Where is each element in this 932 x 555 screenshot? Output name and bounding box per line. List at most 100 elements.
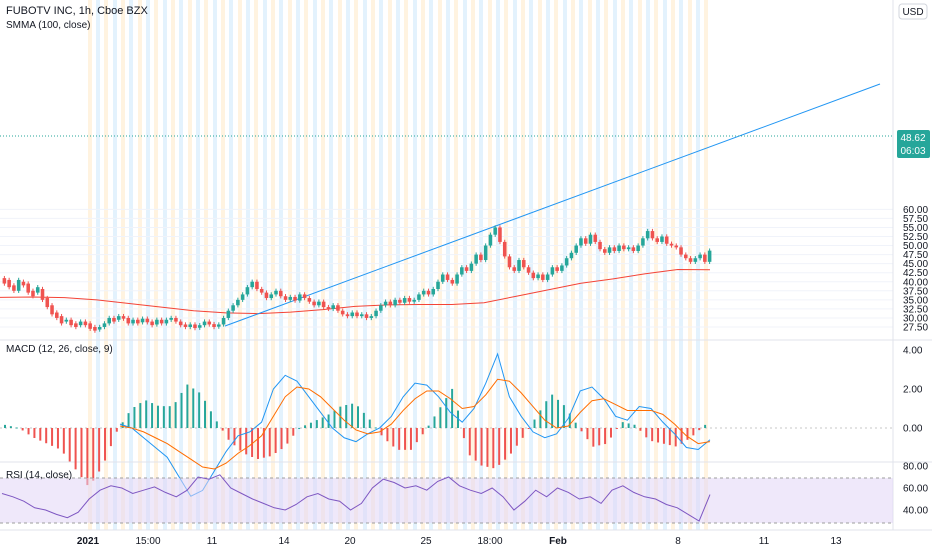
session-stripe (329, 0, 333, 530)
macd-histogram-bar (568, 413, 571, 428)
candle (631, 247, 636, 251)
candle (236, 299, 240, 306)
grid (0, 208, 893, 328)
candle (283, 296, 288, 300)
rsi-line (1, 474, 711, 522)
time-axis[interactable]: 2021 15:00 11 14 20 25 18:00 Feb 8 11 13 (77, 536, 842, 547)
macd-histogram-bar (68, 428, 71, 462)
candle (74, 323, 78, 327)
session-stripe (296, 0, 300, 530)
macd-histogram-bar (404, 428, 407, 450)
macd-histogram-bar (368, 419, 371, 428)
session-stripe (171, 0, 175, 530)
trendline[interactable] (224, 83, 881, 327)
macd-histogram-bar (509, 428, 512, 454)
candle (379, 305, 383, 311)
candle (116, 316, 121, 320)
macd-histogram-bar (551, 394, 554, 428)
session-stripe (96, 0, 100, 530)
macd-histogram-bar (580, 428, 583, 432)
candle (140, 318, 145, 323)
price-tick-label: 27.50 (903, 323, 928, 334)
session-stripe (496, 0, 500, 530)
candle (274, 290, 278, 295)
candle (583, 238, 588, 244)
macd-histogram-bar (451, 388, 454, 428)
candle (393, 299, 397, 306)
candle (312, 301, 316, 306)
candle (364, 314, 369, 318)
macd-histogram-bar (204, 400, 207, 428)
macd-histogram-bar (386, 428, 389, 442)
macd-histogram-bar (333, 410, 336, 428)
macd-histogram-bar (39, 428, 42, 441)
macd-lines (119, 352, 711, 497)
macd-histogram-bar (304, 425, 307, 428)
session-stripe (529, 0, 533, 530)
session-stripe (696, 0, 700, 530)
rsi-legend[interactable]: RSI (14, close) (6, 470, 72, 481)
currency-badge[interactable]: USD (902, 7, 923, 18)
candle (450, 279, 455, 284)
candle (35, 287, 40, 293)
candle (178, 321, 183, 326)
time-tick-label: 20 (344, 536, 356, 547)
macd-histogram-bar (533, 419, 536, 428)
price-tick-label: 52.50 (903, 232, 928, 243)
session-stripe (321, 0, 325, 530)
candle (107, 317, 111, 324)
candle (302, 294, 307, 299)
time-tick-label: 11 (759, 536, 770, 547)
session-stripe (196, 0, 200, 530)
rsi-series (1, 474, 711, 522)
session-stripe (288, 0, 292, 530)
session-stripe (604, 0, 608, 530)
session-stripe (338, 0, 342, 530)
macd-histogram-bar (315, 420, 318, 428)
price-axis[interactable]: 27.5030.0032.5035.0037.5040.0042.5045.00… (903, 205, 928, 334)
session-stripe (146, 0, 150, 530)
smma-legend[interactable]: SMMA (100, close) (6, 20, 90, 31)
macd-histogram-bar (74, 428, 77, 470)
session-stripe (213, 0, 217, 530)
macd-histogram-bar (692, 428, 695, 436)
candle (217, 324, 221, 327)
currency-badge-box[interactable] (898, 3, 928, 20)
candle (426, 290, 431, 295)
macd-histogram-bar (174, 402, 177, 428)
session-stripe (454, 0, 458, 530)
macd-histogram (4, 384, 707, 486)
session-stripe (246, 0, 250, 530)
candle (326, 307, 331, 309)
candle (221, 317, 226, 325)
candle (202, 321, 207, 326)
macd-tick-label: 0.00 (903, 424, 923, 435)
session-stripe (588, 0, 592, 530)
rsi-axis[interactable]: 80.00 60.00 40.00 (903, 462, 928, 517)
candle (174, 317, 178, 322)
macd-axis[interactable]: 4.00 2.00 0.00 (903, 346, 923, 435)
candle (698, 254, 702, 259)
macd-legend[interactable]: MACD (12, 26, close, 9) (6, 344, 113, 355)
price-tick-label: 47.50 (903, 250, 928, 261)
macd-histogram-bar (104, 428, 107, 461)
candle (388, 301, 393, 306)
candle (407, 298, 412, 302)
session-stripe (429, 0, 433, 530)
chart-title[interactable]: FUBOTV INC, 1h, Cboe BZX (6, 5, 148, 17)
session-stripe (513, 0, 517, 530)
macd-histogram-bar (321, 417, 324, 428)
session-stripe (438, 0, 442, 530)
candle (493, 227, 497, 235)
candle (555, 267, 559, 271)
macd-histogram-bar (462, 428, 465, 439)
price-tick-label: 55.00 (903, 223, 928, 234)
macd-histogram-bar (298, 427, 301, 429)
macd-histogram-bar (439, 407, 442, 428)
candle (669, 243, 674, 246)
macd-histogram-bar (292, 428, 295, 436)
candle (650, 231, 655, 239)
candle (474, 254, 478, 264)
